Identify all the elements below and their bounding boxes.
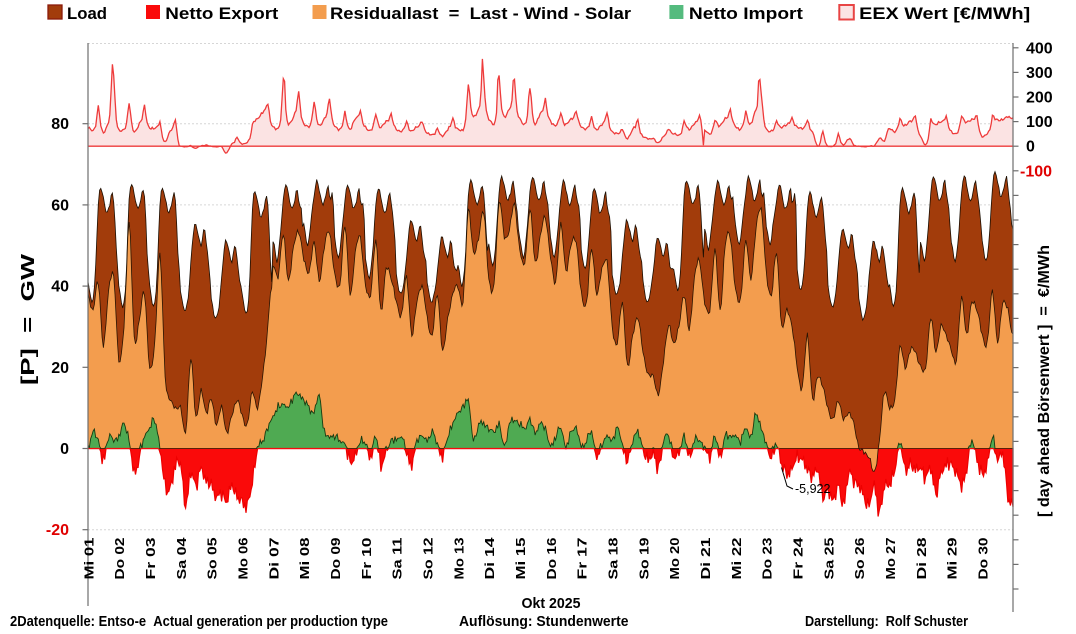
svg-text:200: 200 — [1026, 90, 1053, 107]
svg-text:Residuallast = Last - Wind -: Residuallast = Last - Wind - Solar — [330, 4, 631, 23]
svg-text:Mo 20: Mo 20 — [668, 538, 682, 580]
svg-text:So 26: So 26 — [853, 538, 867, 580]
svg-text:Sa 04: Sa 04 — [175, 538, 189, 580]
svg-text:80: 80 — [51, 116, 69, 133]
svg-text:Fr 24: Fr 24 — [792, 538, 806, 580]
svg-text:-20: -20 — [46, 522, 69, 539]
svg-text:Auflösung: Stundenwerte: Auflösung: Stundenwerte — [459, 613, 629, 629]
svg-text:300: 300 — [1026, 65, 1053, 82]
svg-text:0: 0 — [1026, 139, 1035, 156]
svg-text:400: 400 — [1026, 40, 1053, 57]
svg-text:-5,922: -5,922 — [795, 482, 830, 496]
svg-text:Netto Export: Netto Export — [165, 4, 278, 23]
svg-text:Okt 2025: Okt 2025 — [522, 595, 581, 612]
svg-text:EEX Wert [€/MWh]: EEX Wert [€/MWh] — [859, 4, 1030, 23]
svg-text:Do 16: Do 16 — [545, 538, 559, 580]
svg-text:Do 30: Do 30 — [977, 538, 991, 580]
svg-text:Mi 01: Mi 01 — [82, 538, 96, 580]
svg-text:So 19: So 19 — [637, 538, 651, 580]
svg-text:Do 02: Do 02 — [113, 538, 127, 580]
svg-text:Netto Import: Netto Import — [689, 4, 803, 23]
svg-text:100: 100 — [1026, 114, 1053, 131]
svg-text:Fr 17: Fr 17 — [576, 538, 590, 580]
svg-text:So 12: So 12 — [422, 538, 436, 580]
svg-text:Di 14: Di 14 — [483, 538, 497, 580]
svg-text:Do 09: Do 09 — [329, 538, 343, 580]
svg-text:60: 60 — [51, 197, 69, 214]
svg-text:-100: -100 — [1020, 163, 1052, 180]
svg-text:Di 07: Di 07 — [267, 538, 281, 580]
svg-text:Fr 10: Fr 10 — [360, 538, 374, 580]
svg-text:Load: Load — [67, 4, 107, 23]
svg-text:Mi 08: Mi 08 — [298, 538, 312, 580]
svg-text:Mo 06: Mo 06 — [237, 538, 251, 580]
svg-text:20: 20 — [51, 360, 69, 377]
svg-text:Sa 25: Sa 25 — [822, 538, 836, 580]
svg-text:2Datenquelle: Entso-e Actual: 2Datenquelle: Entso-e Actual generation … — [10, 613, 388, 629]
svg-text:Mo 27: Mo 27 — [884, 538, 898, 580]
svg-text:Mi 15: Mi 15 — [514, 538, 528, 580]
svg-text:So 05: So 05 — [206, 538, 220, 580]
svg-text:Sa 11: Sa 11 — [391, 538, 405, 580]
svg-text:Mi 22: Mi 22 — [730, 538, 744, 580]
svg-text:Di 28: Di 28 — [915, 538, 929, 580]
svg-text:Sa 18: Sa 18 — [607, 538, 621, 580]
svg-text:0: 0 — [60, 441, 69, 458]
svg-text:Fr 03: Fr 03 — [144, 538, 158, 580]
svg-text:[P] = GW: [P] = GW — [18, 254, 38, 385]
svg-text:Mo 13: Mo 13 — [452, 538, 466, 580]
svg-text:Mi 29: Mi 29 — [946, 538, 960, 580]
svg-text:40: 40 — [51, 279, 69, 296]
svg-text:Darstellung: Rolf Schuster: Darstellung: Rolf Schuster — [805, 613, 968, 629]
svg-text:[ day ahead Börsenwert ] = €: [ day ahead Börsenwert ] = €/MWh — [1036, 245, 1053, 517]
svg-text:Di 21: Di 21 — [699, 538, 713, 580]
svg-text:Do 23: Do 23 — [761, 538, 775, 580]
